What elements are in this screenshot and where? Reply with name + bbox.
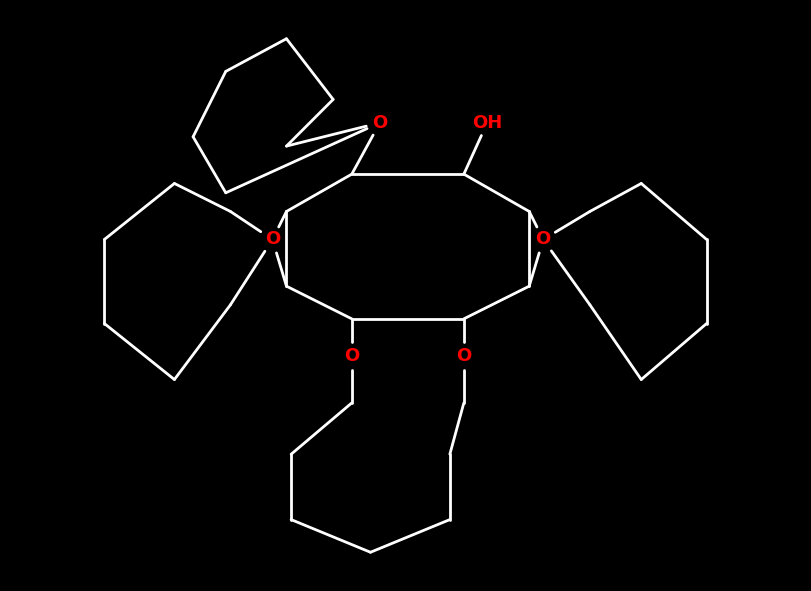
Text: O: O bbox=[457, 347, 471, 365]
Text: O: O bbox=[535, 230, 551, 248]
Text: O: O bbox=[372, 114, 388, 132]
Text: O: O bbox=[344, 347, 359, 365]
Text: O: O bbox=[265, 230, 280, 248]
Text: OH: OH bbox=[472, 114, 502, 132]
